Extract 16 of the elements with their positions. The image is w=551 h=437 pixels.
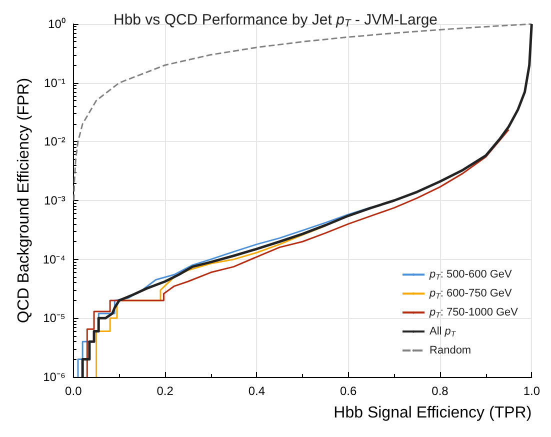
- x-tick-label: 0.6: [340, 384, 358, 398]
- x-tick-label: 0.4: [248, 384, 266, 398]
- y-tick-label: 10⁻³: [44, 194, 66, 208]
- y-tick-label: 10⁻⁵: [43, 311, 66, 326]
- y-tick-label: 10⁻¹: [44, 76, 66, 90]
- y-tick-label: 10⁻⁴: [42, 252, 66, 266]
- y-tick-label: 10⁰: [48, 17, 66, 31]
- x-tick-label: 0.8: [432, 384, 449, 398]
- y-tick-label: 10⁻²: [44, 134, 66, 149]
- x-tick-label: 1.0: [523, 384, 540, 398]
- legend-label: Random: [430, 344, 472, 356]
- x-tick-label: 0.0: [65, 384, 82, 398]
- y-axis-title: QCD Background Efficiency (FPR): [16, 78, 32, 324]
- x-tick-label: 0.2: [156, 384, 174, 398]
- x-axis-title: Hbb Signal Efficiency (TPR): [334, 404, 532, 422]
- y-tick-label: 10⁻⁶: [43, 370, 66, 384]
